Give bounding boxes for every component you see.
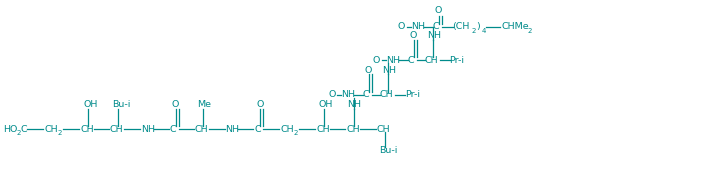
- Text: NH: NH: [341, 90, 355, 99]
- Text: NH: NH: [382, 66, 396, 75]
- Text: CH: CH: [280, 125, 294, 134]
- Text: O: O: [257, 100, 264, 109]
- Text: Bu-i: Bu-i: [379, 146, 397, 155]
- Text: HO: HO: [4, 125, 18, 134]
- Text: CH: CH: [316, 125, 330, 134]
- Text: NH: NH: [427, 31, 441, 40]
- Text: CH: CH: [80, 125, 93, 134]
- Text: NH: NH: [141, 125, 155, 134]
- Text: Pr-i: Pr-i: [405, 90, 420, 99]
- Text: 2: 2: [527, 28, 531, 34]
- Text: 2: 2: [16, 130, 20, 136]
- Text: C: C: [363, 90, 370, 99]
- Text: Me: Me: [198, 100, 212, 109]
- Text: C: C: [20, 125, 27, 134]
- Text: CH: CH: [380, 90, 394, 99]
- Text: Pr-i: Pr-i: [450, 56, 465, 65]
- Text: O: O: [373, 56, 380, 65]
- Text: O: O: [365, 66, 373, 75]
- Text: NH: NH: [347, 100, 361, 109]
- Text: O: O: [172, 100, 179, 109]
- Text: 2: 2: [57, 130, 62, 136]
- Text: NH: NH: [386, 56, 400, 65]
- Text: CH: CH: [110, 125, 124, 134]
- Text: CH: CH: [44, 125, 58, 134]
- Text: CH: CH: [195, 125, 208, 134]
- Text: 4: 4: [482, 28, 486, 34]
- Text: O: O: [398, 22, 405, 31]
- Text: OH: OH: [318, 100, 333, 109]
- Text: CH: CH: [346, 125, 360, 134]
- Text: OH: OH: [83, 100, 98, 109]
- Text: O: O: [328, 90, 335, 99]
- Text: CH: CH: [377, 125, 391, 134]
- Text: (CH: (CH: [453, 22, 470, 31]
- Text: C: C: [254, 125, 261, 134]
- Text: 2: 2: [472, 28, 476, 34]
- Text: O: O: [410, 31, 417, 40]
- Text: 2: 2: [293, 130, 297, 136]
- Text: C: C: [169, 125, 176, 134]
- Text: NH: NH: [411, 22, 425, 31]
- Text: O: O: [434, 6, 442, 15]
- Text: ): ): [477, 22, 480, 31]
- Text: CH: CH: [425, 56, 439, 65]
- Text: C: C: [408, 56, 414, 65]
- Text: C: C: [432, 22, 439, 31]
- Text: NH: NH: [226, 125, 240, 134]
- Text: CHMe: CHMe: [501, 22, 529, 31]
- Text: Bu-i: Bu-i: [112, 100, 130, 109]
